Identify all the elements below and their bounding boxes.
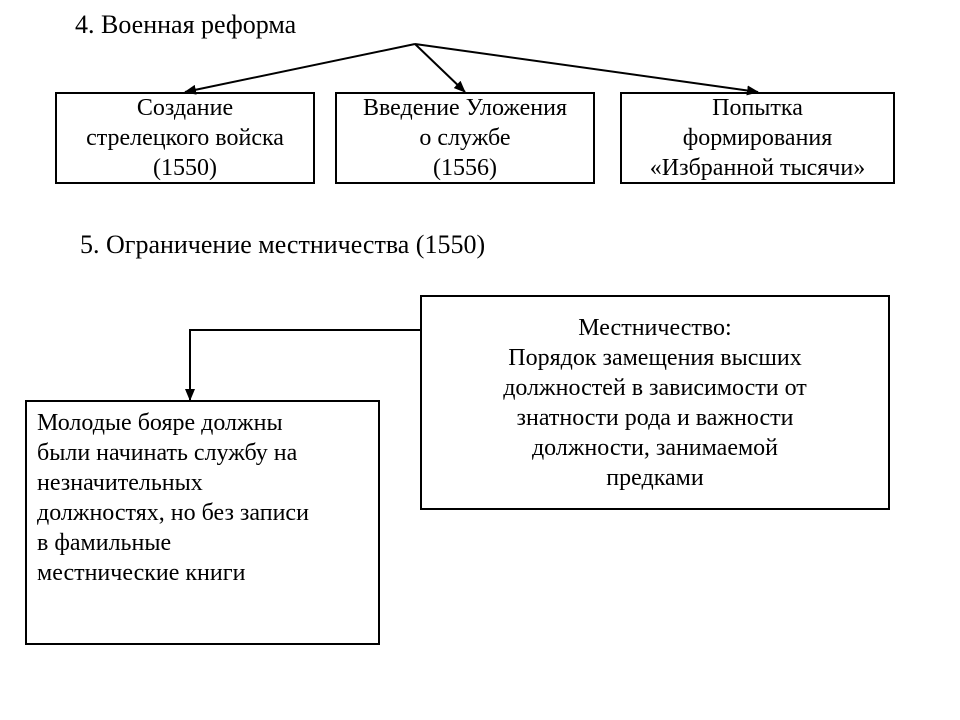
section4-heading: 4. Военная реформа bbox=[75, 10, 296, 40]
section4-arrows bbox=[185, 44, 758, 92]
box-streltsy-text: Созданиестрелецкого войска(1550) bbox=[86, 93, 284, 183]
box-mestnichestvo-text: Местничество:Порядок замещения высшихдол… bbox=[503, 313, 807, 493]
box-mestnichestvo: Местничество:Порядок замещения высшихдол… bbox=[420, 295, 890, 510]
box-ulozhenie-text: Введение Уложенияо службе(1556) bbox=[363, 93, 567, 183]
box-young-boyars: Молодые бояре должныбыли начинать службу… bbox=[25, 400, 380, 645]
box-thousand: Попыткаформирования«Избранной тысячи» bbox=[620, 92, 895, 184]
box-ulozhenie: Введение Уложенияо службе(1556) bbox=[335, 92, 595, 184]
diagram-canvas: 4. Военная реформа Созданиестрелецкого в… bbox=[0, 0, 960, 720]
box-streltsy: Созданиестрелецкого войска(1550) bbox=[55, 92, 315, 184]
box-thousand-text: Попыткаформирования«Избранной тысячи» bbox=[650, 93, 865, 183]
box-young-boyars-text: Молодые бояре должныбыли начинать службу… bbox=[37, 408, 309, 588]
section5-heading: 5. Ограничение местничества (1550) bbox=[80, 230, 485, 260]
section5-connector bbox=[190, 330, 420, 400]
